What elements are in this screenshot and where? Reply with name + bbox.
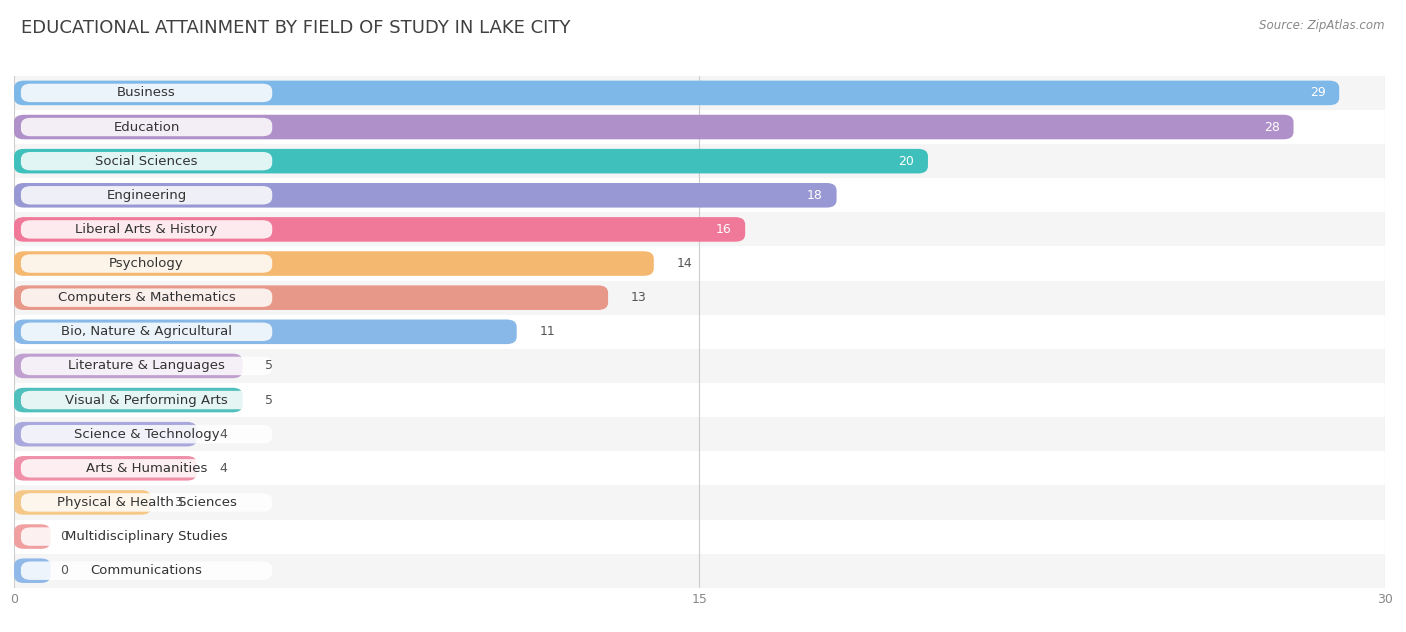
Text: 13: 13: [631, 291, 647, 304]
FancyBboxPatch shape: [14, 525, 51, 549]
FancyBboxPatch shape: [14, 252, 654, 276]
FancyBboxPatch shape: [21, 83, 273, 102]
FancyBboxPatch shape: [14, 286, 609, 310]
FancyBboxPatch shape: [21, 561, 273, 580]
Text: Bio, Nature & Agricultural: Bio, Nature & Agricultural: [60, 325, 232, 338]
Bar: [14, 485, 1385, 520]
Text: Social Sciences: Social Sciences: [96, 155, 198, 167]
FancyBboxPatch shape: [21, 493, 273, 512]
FancyBboxPatch shape: [21, 220, 273, 239]
Text: 4: 4: [219, 428, 228, 441]
Text: Computers & Mathematics: Computers & Mathematics: [58, 291, 235, 304]
Bar: [14, 451, 1385, 485]
FancyBboxPatch shape: [14, 422, 197, 446]
Text: 0: 0: [60, 530, 67, 543]
Bar: [14, 246, 1385, 281]
Text: 0: 0: [60, 564, 67, 577]
FancyBboxPatch shape: [14, 183, 837, 207]
Text: Visual & Performing Arts: Visual & Performing Arts: [65, 394, 228, 406]
FancyBboxPatch shape: [21, 118, 273, 137]
Bar: [14, 520, 1385, 554]
Bar: [14, 76, 1385, 110]
FancyBboxPatch shape: [21, 425, 273, 444]
FancyBboxPatch shape: [21, 356, 273, 375]
FancyBboxPatch shape: [14, 217, 745, 241]
FancyBboxPatch shape: [14, 81, 1340, 105]
Bar: [14, 281, 1385, 315]
FancyBboxPatch shape: [21, 254, 273, 273]
FancyBboxPatch shape: [21, 288, 273, 307]
Text: EDUCATIONAL ATTAINMENT BY FIELD OF STUDY IN LAKE CITY: EDUCATIONAL ATTAINMENT BY FIELD OF STUDY…: [21, 19, 571, 37]
FancyBboxPatch shape: [14, 490, 152, 514]
Text: Business: Business: [117, 87, 176, 99]
Text: 11: 11: [540, 325, 555, 338]
Text: 16: 16: [716, 223, 731, 236]
Text: 20: 20: [898, 155, 914, 167]
Text: Liberal Arts & History: Liberal Arts & History: [76, 223, 218, 236]
Text: 3: 3: [174, 496, 181, 509]
Text: 5: 5: [266, 360, 273, 372]
FancyBboxPatch shape: [14, 456, 197, 480]
Bar: [14, 212, 1385, 246]
Text: Source: ZipAtlas.com: Source: ZipAtlas.com: [1260, 19, 1385, 32]
Text: Education: Education: [114, 121, 180, 133]
Text: 28: 28: [1264, 121, 1279, 133]
Text: 18: 18: [807, 189, 823, 202]
FancyBboxPatch shape: [14, 149, 928, 173]
Text: Communications: Communications: [90, 564, 202, 577]
FancyBboxPatch shape: [21, 322, 273, 341]
Bar: [14, 110, 1385, 144]
FancyBboxPatch shape: [14, 115, 1294, 139]
Text: Engineering: Engineering: [107, 189, 187, 202]
Text: Literature & Languages: Literature & Languages: [67, 360, 225, 372]
Text: 4: 4: [219, 462, 228, 475]
Bar: [14, 383, 1385, 417]
FancyBboxPatch shape: [14, 354, 243, 378]
Text: 29: 29: [1310, 87, 1326, 99]
FancyBboxPatch shape: [21, 527, 273, 546]
Text: 14: 14: [676, 257, 692, 270]
Bar: [14, 417, 1385, 451]
FancyBboxPatch shape: [14, 559, 51, 583]
FancyBboxPatch shape: [14, 388, 243, 412]
FancyBboxPatch shape: [21, 459, 273, 478]
Text: Psychology: Psychology: [110, 257, 184, 270]
Text: Arts & Humanities: Arts & Humanities: [86, 462, 207, 475]
Text: Science & Technology: Science & Technology: [73, 428, 219, 441]
Bar: [14, 178, 1385, 212]
Text: Physical & Health Sciences: Physical & Health Sciences: [56, 496, 236, 509]
FancyBboxPatch shape: [21, 152, 273, 171]
Bar: [14, 349, 1385, 383]
Text: 5: 5: [266, 394, 273, 406]
FancyBboxPatch shape: [14, 320, 517, 344]
Text: Multidisciplinary Studies: Multidisciplinary Studies: [65, 530, 228, 543]
Bar: [14, 144, 1385, 178]
FancyBboxPatch shape: [21, 186, 273, 205]
Bar: [14, 554, 1385, 588]
Bar: [14, 315, 1385, 349]
FancyBboxPatch shape: [21, 391, 273, 410]
